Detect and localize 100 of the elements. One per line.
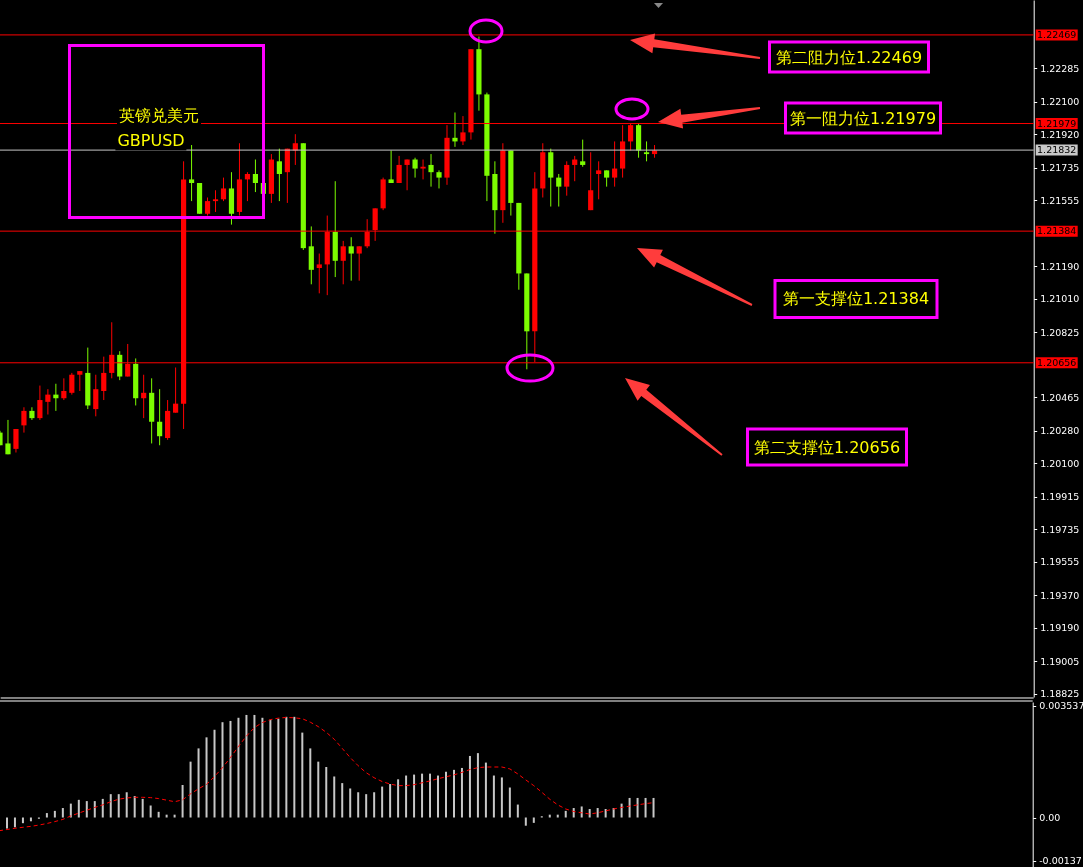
candlestick bbox=[452, 111, 458, 148]
candlestick bbox=[157, 388, 163, 446]
candlestick bbox=[5, 419, 11, 455]
candlestick bbox=[612, 140, 618, 188]
bar bbox=[565, 810, 568, 818]
candlestick bbox=[356, 245, 363, 282]
bar bbox=[134, 796, 136, 818]
y-tick-label: 1.21010 bbox=[1040, 293, 1080, 305]
y-tick-label: 0.00 bbox=[1039, 812, 1061, 824]
y-tick-label: 1.22100 bbox=[1040, 96, 1080, 108]
y-tick-label: 1.21920 bbox=[1040, 128, 1080, 140]
bar bbox=[493, 775, 496, 818]
bar bbox=[213, 729, 216, 818]
ref-line-label: 1.21832 bbox=[1037, 144, 1077, 156]
candlestick bbox=[396, 155, 403, 184]
candlestick bbox=[404, 159, 410, 191]
candlestick bbox=[93, 374, 99, 417]
bar bbox=[429, 773, 432, 818]
bar bbox=[102, 798, 105, 818]
candlestick bbox=[588, 151, 594, 211]
bar bbox=[477, 753, 480, 818]
bar bbox=[157, 811, 160, 818]
bar bbox=[94, 801, 97, 818]
bar bbox=[221, 722, 224, 818]
bar bbox=[118, 794, 121, 818]
y-tick-label: 1.19915 bbox=[1040, 491, 1080, 503]
bar bbox=[517, 804, 520, 818]
bar bbox=[269, 719, 272, 818]
candlestick bbox=[189, 144, 195, 202]
candlestick bbox=[45, 388, 51, 416]
bar bbox=[165, 814, 168, 818]
bar bbox=[381, 786, 384, 818]
candlestick bbox=[644, 140, 650, 162]
bar bbox=[501, 777, 504, 818]
y-tick-label: 1.19005 bbox=[1040, 655, 1080, 667]
bar bbox=[389, 784, 392, 818]
y-tick-label: 1.20825 bbox=[1040, 326, 1080, 338]
candlestick bbox=[61, 377, 67, 401]
bar bbox=[405, 775, 408, 818]
bar bbox=[636, 797, 639, 818]
y-tick-label: 1.21555 bbox=[1040, 194, 1080, 206]
annotation: GBPUSD bbox=[115, 131, 187, 151]
bar bbox=[341, 783, 344, 818]
bar bbox=[421, 773, 424, 818]
ref-line-label: 1.22469 bbox=[1037, 28, 1077, 40]
bar bbox=[588, 808, 591, 818]
candlestick bbox=[388, 149, 395, 184]
candlestick bbox=[340, 240, 347, 285]
y-tick-label: 1.21190 bbox=[1040, 260, 1080, 272]
candlestick bbox=[317, 253, 323, 294]
bar bbox=[205, 737, 208, 818]
ref-line-label: 1.21384 bbox=[1037, 225, 1077, 237]
bar bbox=[525, 817, 528, 826]
bar bbox=[309, 748, 312, 818]
bar bbox=[453, 769, 456, 818]
bar bbox=[469, 755, 472, 818]
annotation: 第二支撑位1.20656 bbox=[746, 427, 908, 467]
bar bbox=[14, 817, 17, 828]
bar bbox=[86, 801, 89, 818]
y-tick-label: 1.22285 bbox=[1040, 62, 1080, 74]
bar bbox=[413, 774, 416, 818]
candlestick bbox=[564, 160, 570, 197]
bar bbox=[70, 803, 73, 818]
bar bbox=[197, 748, 200, 818]
y-tick-label: 1.21735 bbox=[1040, 162, 1080, 174]
candlestick bbox=[173, 366, 179, 414]
annotation: 第一阻力位1.21979 bbox=[784, 101, 942, 135]
bar bbox=[285, 716, 288, 818]
candlestick bbox=[348, 236, 355, 282]
candlestick bbox=[213, 189, 219, 213]
candlestick bbox=[29, 406, 35, 421]
candlestick bbox=[205, 196, 211, 217]
bar bbox=[181, 785, 184, 818]
bar bbox=[189, 761, 192, 818]
bar bbox=[485, 762, 488, 818]
bar bbox=[141, 798, 144, 818]
y-tick-label: 0.003537 bbox=[1039, 700, 1083, 712]
ref-line-label: 1.21979 bbox=[1037, 117, 1077, 129]
bar bbox=[293, 716, 296, 818]
bar bbox=[549, 814, 552, 818]
bar bbox=[245, 714, 248, 818]
bar bbox=[445, 771, 448, 818]
candlestick bbox=[580, 139, 586, 168]
bar bbox=[126, 792, 129, 818]
bar bbox=[253, 714, 256, 818]
bar bbox=[78, 799, 81, 818]
bar bbox=[533, 817, 536, 823]
bar bbox=[652, 797, 655, 818]
bar bbox=[62, 808, 65, 818]
y-tick-label: 1.19555 bbox=[1040, 556, 1080, 568]
candlestick bbox=[556, 173, 562, 208]
candlestick bbox=[428, 153, 434, 188]
candlestick bbox=[309, 225, 315, 285]
bar bbox=[509, 787, 512, 818]
y-tick-label: 1.18825 bbox=[1040, 688, 1080, 700]
candlestick bbox=[77, 370, 83, 392]
bar bbox=[349, 788, 352, 818]
bar bbox=[365, 794, 368, 818]
bar bbox=[261, 717, 264, 818]
annotation: 英镑兑美元 bbox=[117, 106, 201, 126]
